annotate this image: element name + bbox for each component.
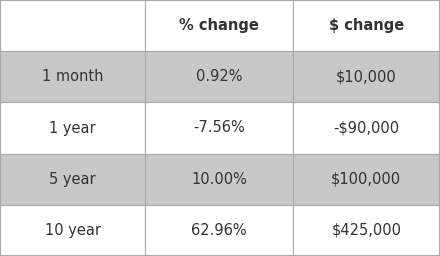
Text: 1 month: 1 month — [42, 69, 103, 84]
Bar — [145, 0, 293, 51]
Bar — [145, 102, 293, 154]
Text: -$90,000: -$90,000 — [333, 121, 400, 135]
Text: 10 year: 10 year — [44, 223, 101, 238]
Bar — [293, 102, 440, 154]
Bar — [0, 154, 145, 205]
Bar — [0, 102, 145, 154]
Text: $10,000: $10,000 — [336, 69, 397, 84]
Text: 10.00%: 10.00% — [191, 172, 247, 187]
Bar — [145, 205, 293, 256]
Text: 1 year: 1 year — [49, 121, 96, 135]
Text: -7.56%: -7.56% — [193, 121, 245, 135]
Bar — [293, 205, 440, 256]
Text: 5 year: 5 year — [49, 172, 96, 187]
Text: 62.96%: 62.96% — [191, 223, 247, 238]
Bar — [293, 0, 440, 51]
Text: % change: % change — [179, 18, 259, 33]
Bar — [145, 51, 293, 102]
Bar — [293, 51, 440, 102]
Bar — [0, 0, 145, 51]
Bar — [0, 51, 145, 102]
Bar — [145, 154, 293, 205]
Text: $425,000: $425,000 — [331, 223, 401, 238]
Bar — [0, 205, 145, 256]
Text: $ change: $ change — [329, 18, 404, 33]
Text: $100,000: $100,000 — [331, 172, 401, 187]
Text: 0.92%: 0.92% — [196, 69, 242, 84]
Bar — [293, 154, 440, 205]
